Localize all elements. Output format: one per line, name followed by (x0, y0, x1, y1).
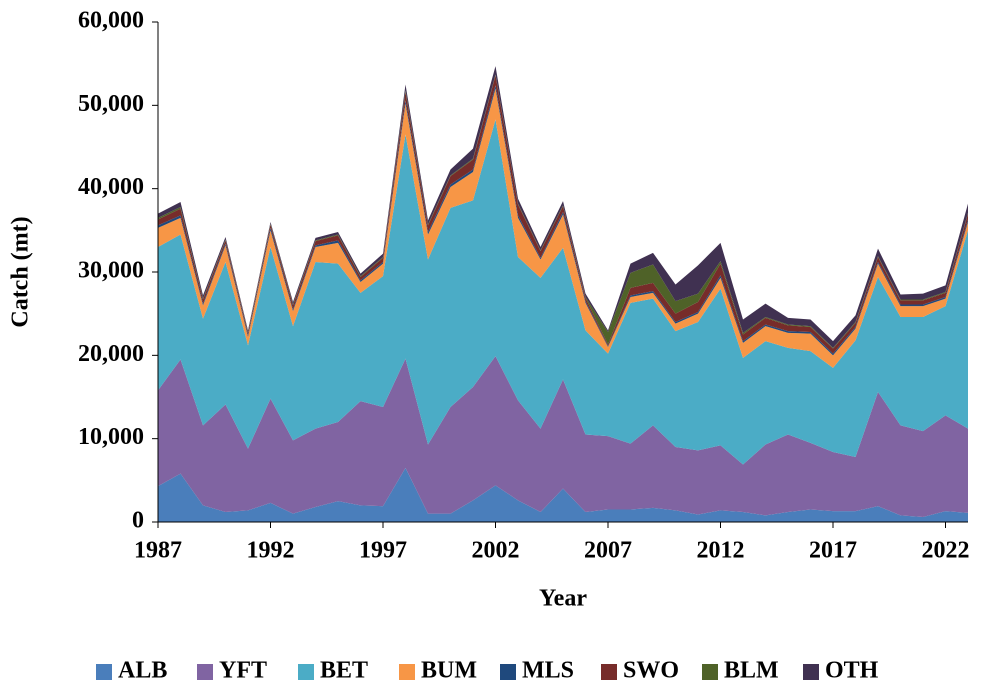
x-axis-label: Year (539, 586, 587, 612)
area (158, 356, 968, 517)
x-tick-label: 1992 (247, 538, 295, 564)
legend-label: ALB (118, 658, 167, 684)
legend-label: BUM (421, 658, 477, 684)
x-tick-label: 1997 (359, 538, 407, 564)
x-tick-label: 1987 (134, 538, 182, 564)
y-tick-label: 20,000 (78, 341, 144, 367)
x-tick-label: 2017 (809, 538, 857, 564)
legend-label: MLS (522, 658, 574, 684)
area (158, 88, 968, 368)
y-tick-label: 60,000 (78, 8, 144, 34)
legend-label: YFT (219, 658, 267, 684)
y-tick-label: 0 (132, 508, 144, 534)
y-axis-label: Catch (mt) (8, 216, 34, 327)
legend-swatch (96, 664, 112, 680)
area (158, 467, 968, 522)
x-tick-label: 2022 (922, 538, 970, 564)
y-tick-label: 30,000 (78, 258, 144, 284)
legend-swatch (601, 664, 617, 680)
area (158, 119, 968, 465)
legend-swatch (399, 664, 415, 680)
y-tick-label: 10,000 (78, 424, 144, 450)
x-tick-label: 2002 (472, 538, 520, 564)
legend-label: SWO (623, 658, 679, 684)
legend-label: BLM (724, 658, 779, 684)
y-tick-label: 40,000 (78, 174, 144, 200)
x-tick-label: 2007 (584, 538, 632, 564)
legend-label: OTH (825, 658, 879, 684)
legend-swatch (500, 664, 516, 680)
x-tick-label: 2012 (697, 538, 745, 564)
legend-swatch (803, 664, 819, 680)
legend-swatch (197, 664, 213, 680)
legend-swatch (298, 664, 314, 680)
legend-label: BET (320, 658, 368, 684)
y-tick-label: 50,000 (78, 91, 144, 117)
legend-swatch (702, 664, 718, 680)
